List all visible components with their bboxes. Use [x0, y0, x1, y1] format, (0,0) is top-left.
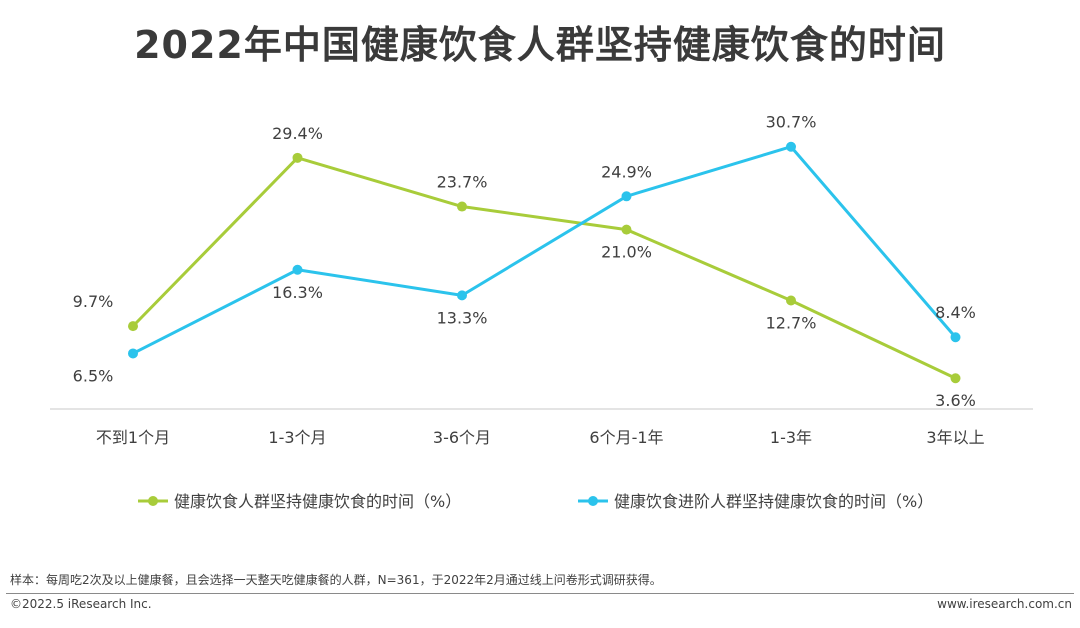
chart-title: 2022年中国健康饮食人群坚持健康饮食的时间 — [134, 23, 946, 67]
legend-swatch-marker — [148, 496, 158, 506]
data-label: 21.0% — [601, 243, 652, 262]
data-point — [457, 290, 467, 301]
website-link[interactable]: www.iresearch.com.cn — [937, 597, 1072, 611]
data-point — [950, 373, 961, 384]
data-label: 6.5% — [73, 366, 114, 385]
data-label: 23.7% — [437, 173, 488, 192]
data-label: 30.7% — [766, 113, 817, 132]
data-label: 16.3% — [272, 283, 323, 302]
data-point — [950, 332, 961, 343]
sample-note: 样本：每周吃2次及以上健康餐，且会选择一天整天吃健康餐的人群，N=361，于20… — [10, 573, 662, 587]
data-label: 3.6% — [935, 391, 976, 410]
data-point — [292, 152, 303, 163]
x-tick-label: 6个月-1年 — [589, 428, 663, 447]
data-point — [292, 264, 303, 275]
data-point — [128, 321, 138, 332]
data-point — [786, 141, 796, 152]
x-tick-label: 3年以上 — [926, 428, 984, 447]
series-line-1 — [131, 156, 957, 380]
data-label: 8.4% — [935, 303, 976, 322]
data-label: 12.7% — [766, 314, 817, 333]
data-point — [786, 295, 796, 306]
series-layer: 9.7% 29.4% 23.7% 21.0% 12.7% 3.6% 6.5% 16.3% 13.… — [73, 113, 976, 411]
x-tick-label: 1-3年 — [770, 428, 812, 447]
legend: 健康饮食人群坚持健康饮食的时间（%） 健康饮食进阶人群坚持健康饮食的时间（%） — [138, 492, 933, 511]
x-tick-labels: 不到1个月 1-3个月 3-6个月 6个月-1年 1-3年 3年以上 — [96, 428, 985, 447]
data-point — [621, 191, 632, 202]
series-line-2 — [132, 145, 957, 355]
legend-label: 健康饮食人群坚持健康饮食的时间（%） — [174, 492, 461, 511]
data-point — [621, 224, 632, 235]
data-label: 13.3% — [437, 308, 488, 327]
data-label: 9.7% — [73, 292, 114, 311]
line-chart: 9.7% 29.4% 23.7% 21.0% 12.7% 3.6% 6.5% 16.3% 13.… — [50, 113, 1033, 511]
x-tick-label: 1-3个月 — [268, 428, 326, 447]
x-tick-label: 不到1个月 — [96, 428, 170, 447]
data-label: 29.4% — [272, 124, 323, 143]
legend-label: 健康饮食进阶人群坚持健康饮食的时间（%） — [614, 492, 933, 511]
data-label: 24.9% — [601, 162, 652, 181]
copyright-text: ©2022.5 iResearch Inc. — [10, 597, 152, 611]
data-point — [457, 201, 467, 212]
footer-divider — [6, 593, 1074, 594]
legend-swatch-marker — [588, 496, 598, 506]
data-point — [128, 348, 138, 359]
x-tick-label: 3-6个月 — [433, 428, 491, 447]
